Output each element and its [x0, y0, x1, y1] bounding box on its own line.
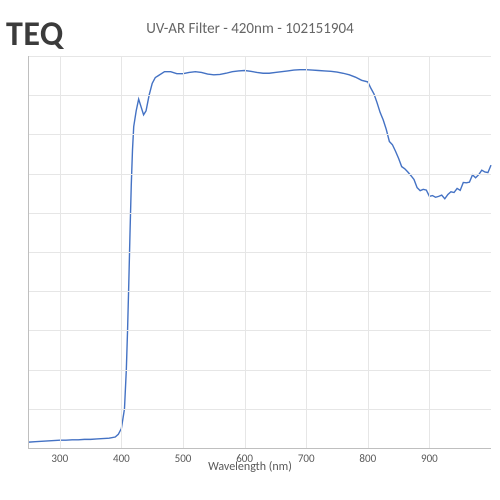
gridline-horizontal — [29, 370, 491, 371]
gridline-horizontal — [29, 409, 491, 410]
gridline-vertical — [245, 56, 246, 448]
gridline-vertical — [306, 56, 307, 448]
gridline-horizontal — [29, 252, 491, 253]
gridline-horizontal — [29, 213, 491, 214]
gridline-horizontal — [29, 134, 491, 135]
gridline-horizontal — [29, 95, 491, 96]
x-axis-label: Wavelength (nm) — [0, 460, 500, 474]
gridline-horizontal — [29, 291, 491, 292]
gridline-vertical — [121, 56, 122, 448]
gridline-horizontal — [29, 330, 491, 331]
gridline-vertical — [368, 56, 369, 448]
plot-area: 300400500600700800900 — [28, 56, 491, 449]
transmission-curve — [29, 70, 491, 442]
gridline-horizontal — [29, 174, 491, 175]
chart-title: UV-AR Filter - 420nm - 102151904 — [0, 20, 500, 38]
gridline-horizontal — [29, 56, 491, 57]
gridline-vertical — [60, 56, 61, 448]
gridline-vertical — [429, 56, 430, 448]
gridline-vertical — [183, 56, 184, 448]
chart-container: TEQ UV-AR Filter - 420nm - 102151904 300… — [0, 0, 500, 500]
